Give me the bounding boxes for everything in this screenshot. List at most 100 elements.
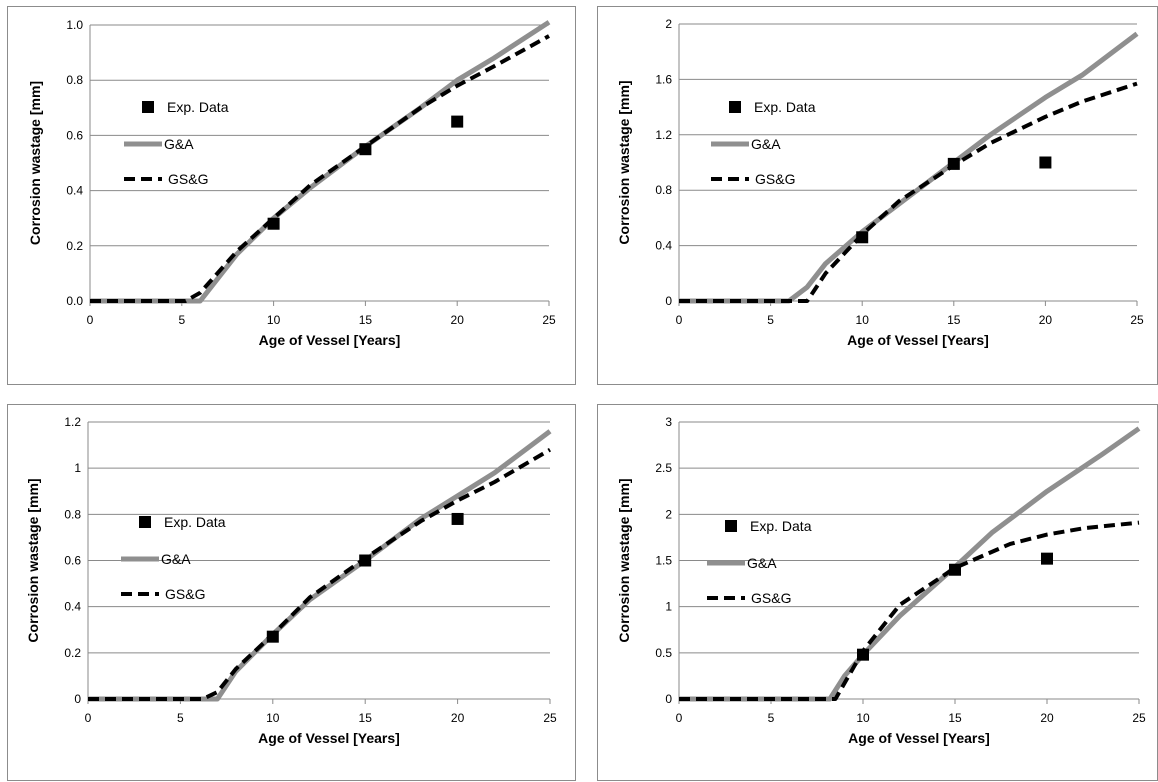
- legend-label-gsg: GS&G: [165, 586, 205, 602]
- y-tick-label: 1.0: [66, 18, 83, 32]
- x-tick-label: 0: [676, 313, 683, 327]
- y-axis-title: Corrosion wastage [mm]: [27, 81, 43, 245]
- legend-label-ga: G&A: [751, 136, 781, 152]
- legend-label-gsg: GS&G: [755, 171, 795, 187]
- x-tick-label: 5: [178, 313, 185, 327]
- y-tick-label: 0.2: [64, 646, 81, 660]
- y-tick-label: 0.4: [655, 239, 672, 253]
- x-tick-label: 15: [359, 711, 373, 725]
- x-tick-label: 0: [676, 711, 683, 725]
- x-tick-label: 20: [1040, 711, 1054, 725]
- x-tick-label: 10: [856, 313, 870, 327]
- data-point-marker: [451, 115, 464, 128]
- data-point-marker: [949, 563, 961, 576]
- x-tick-label: 0: [85, 711, 92, 725]
- series-line-gsg: [90, 34, 550, 303]
- series-line-ga: [679, 31, 1139, 304]
- x-axis-title: Age of Vessel [Years]: [258, 730, 400, 746]
- x-tick-label: 5: [768, 711, 775, 725]
- y-tick-label: 0.4: [66, 184, 83, 198]
- x-tick-label: 15: [947, 313, 961, 327]
- x-tick-label: 25: [543, 711, 557, 725]
- x-axis-title: Age of Vessel [Years]: [848, 730, 990, 746]
- y-axis-title: Corrosion wastage [mm]: [616, 80, 632, 244]
- legend-label-exp-data: Exp. Data: [754, 99, 816, 115]
- y-tick-label: 3: [665, 415, 672, 429]
- legend-label-gsg: GS&G: [751, 590, 791, 606]
- y-tick-label: 0: [74, 692, 81, 706]
- x-tick-label: 25: [1132, 711, 1146, 725]
- x-axis-title: Age of Vessel [Years]: [847, 332, 989, 348]
- data-point-marker: [451, 512, 464, 525]
- data-point-marker: [857, 648, 869, 661]
- series-line-ga: [679, 426, 1141, 702]
- legend-marker-exp-data: [139, 516, 151, 528]
- x-tick-label: 15: [359, 313, 373, 327]
- y-axis-title: Corrosion wastage [mm]: [616, 478, 632, 642]
- y-tick-label: 1.2: [64, 415, 81, 429]
- data-point-marker: [947, 157, 960, 170]
- y-tick-label: 1.5: [655, 554, 672, 568]
- x-tick-label: 10: [856, 711, 870, 725]
- data-point-marker: [266, 630, 279, 643]
- legend-label-gsg: GS&G: [168, 171, 208, 187]
- x-tick-label: 20: [451, 711, 465, 725]
- y-tick-label: 0.8: [655, 183, 672, 197]
- y-tick-label: 0.0: [66, 294, 83, 308]
- chart-panel: 0 0.4 0.8 1.2 1.6 2 0 5 10 15 20 25 Age of Vessel [Y…: [597, 6, 1158, 385]
- y-axis-title: Corrosion wastage [mm]: [25, 478, 41, 642]
- chart-panel: 0 0.2 0.4 0.6 0.8 1 1.2 0 5 10 15 20 25 Age of Vessel…: [7, 404, 576, 781]
- data-point-marker: [856, 231, 869, 244]
- legend-marker-exp-data: [729, 101, 741, 113]
- y-tick-label: 0.8: [66, 73, 83, 87]
- legend-marker-exp-data: [725, 520, 737, 532]
- series-line-gsg: [679, 81, 1138, 303]
- x-axis-title: Age of Vessel [Years]: [259, 332, 401, 348]
- x-tick-label: 25: [542, 313, 556, 327]
- legend-label-ga: G&A: [164, 136, 194, 152]
- data-point-marker: [1039, 156, 1052, 169]
- x-tick-label: 25: [1130, 313, 1144, 327]
- x-tick-label: 20: [1039, 313, 1053, 327]
- y-tick-label: 0.6: [66, 128, 83, 142]
- y-tick-label: 0.8: [64, 507, 81, 521]
- chart-svg: 0 0.2 0.4 0.6 0.8 1 1.2 0 5 10 15 20 25 Age of Vessel…: [25, 415, 557, 746]
- series-line-gsg: [88, 447, 552, 701]
- series-line-ga: [90, 20, 551, 304]
- chart-panel: 0.0 0.2 0.4 0.6 0.8 1.0 0 5 10 15 20 25 Age of Vesse…: [7, 6, 576, 385]
- x-tick-label: 20: [451, 313, 465, 327]
- x-tick-label: 15: [948, 711, 962, 725]
- y-tick-label: 2: [665, 507, 672, 521]
- legend-marker-exp-data: [142, 101, 154, 113]
- y-tick-label: 1.2: [655, 128, 672, 142]
- series-line-gsg: [679, 520, 1140, 701]
- legend-label-exp-data: Exp. Data: [164, 514, 226, 530]
- y-tick-label: 0.4: [64, 600, 81, 614]
- data-point-marker: [359, 554, 372, 567]
- y-tick-label: 1: [665, 600, 672, 614]
- y-tick-label: 1: [74, 461, 81, 475]
- y-tick-label: 0.6: [64, 554, 81, 568]
- y-tick-label: 2: [665, 17, 672, 31]
- data-point-marker: [1041, 552, 1053, 565]
- x-tick-label: 10: [266, 711, 280, 725]
- x-tick-label: 0: [87, 313, 94, 327]
- data-point-marker: [359, 143, 372, 156]
- legend-label-ga: G&A: [747, 555, 777, 571]
- data-point-marker: [267, 217, 280, 230]
- y-tick-label: 1.6: [655, 72, 672, 86]
- legend-label-exp-data: Exp. Data: [750, 518, 812, 534]
- x-tick-label: 5: [177, 711, 184, 725]
- y-tick-label: 0: [665, 692, 672, 706]
- chart-svg: 0.0 0.2 0.4 0.6 0.8 1.0 0 5 10 15 20 25 Age of Vesse…: [27, 18, 556, 348]
- series-line-ga: [88, 429, 552, 702]
- y-tick-label: 0.2: [66, 239, 83, 253]
- chart-svg: 0 0.5 1 1.5 2 2.5 3 0 5 10 15 20 25 Age of Vessel [Ye…: [616, 415, 1146, 746]
- y-tick-label: 2.5: [655, 461, 672, 475]
- x-tick-label: 5: [767, 313, 774, 327]
- chart-panel: 0 0.5 1 1.5 2 2.5 3 0 5 10 15 20 25 Age of Vessel [Ye…: [597, 404, 1158, 781]
- x-tick-label: 10: [267, 313, 281, 327]
- y-tick-label: 0.5: [655, 646, 672, 660]
- legend-label-exp-data: Exp. Data: [167, 99, 229, 115]
